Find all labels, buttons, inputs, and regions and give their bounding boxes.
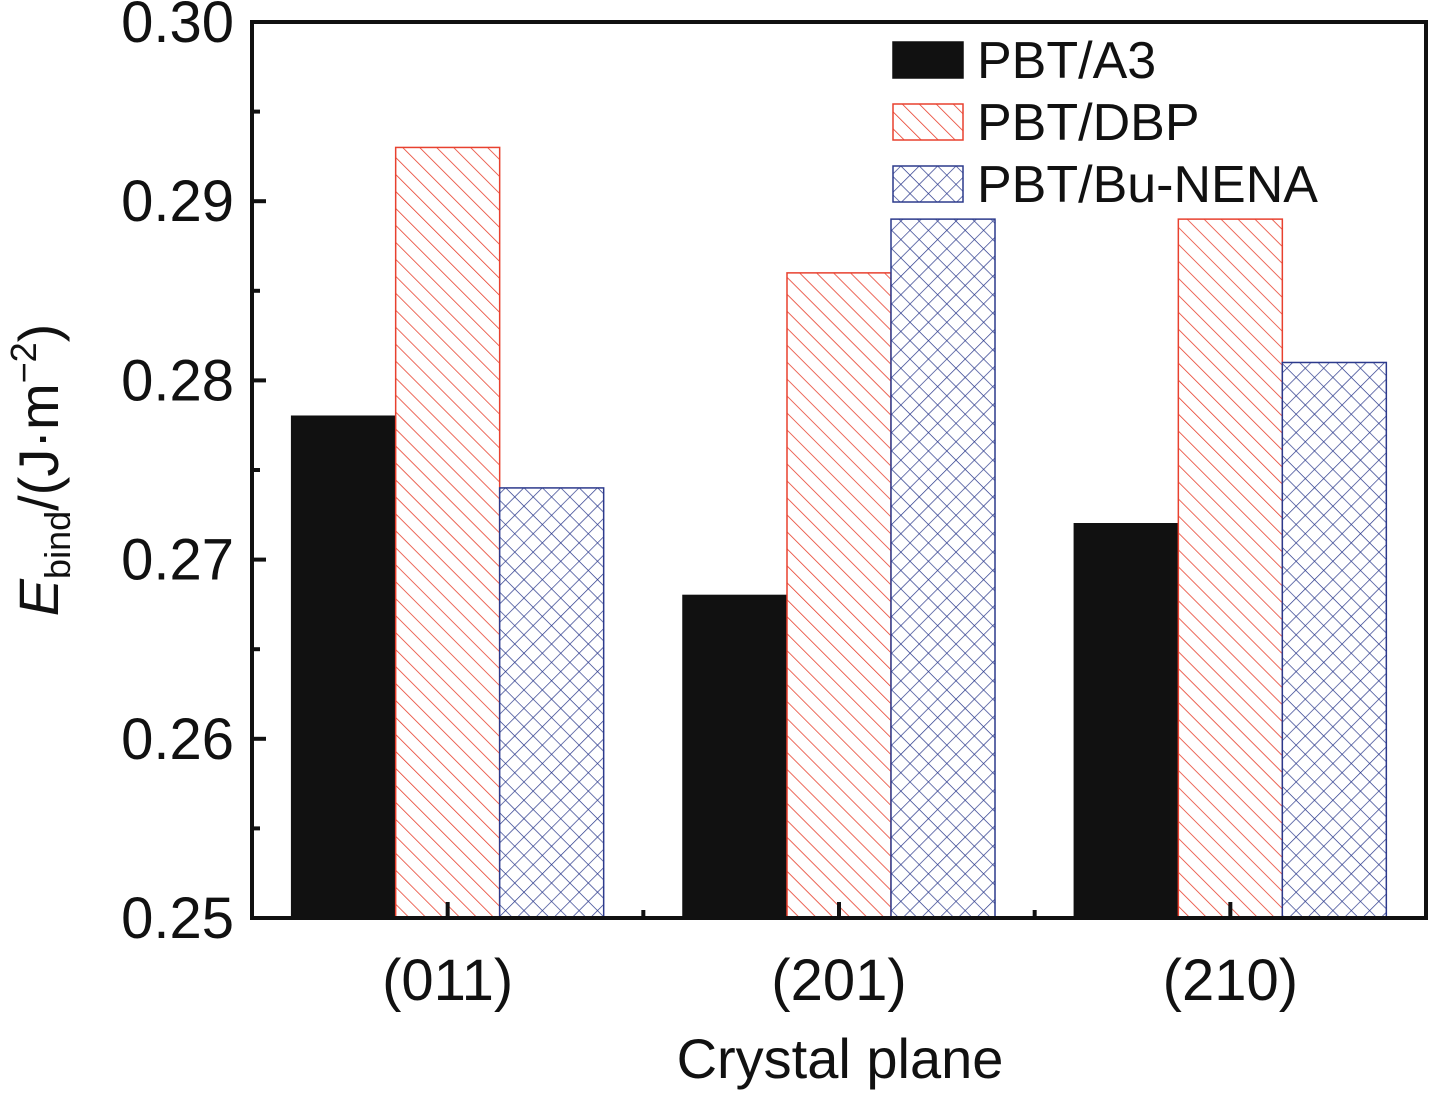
x-tick-label: (011) bbox=[382, 948, 513, 1013]
bar-pbt-bu-nena-1 bbox=[890, 218, 996, 919]
y-axis-exponent: −2 bbox=[3, 342, 44, 383]
x-axis-title: Crystal plane bbox=[677, 1027, 1004, 1090]
legend-label: PBT/DBP bbox=[977, 94, 1200, 152]
y-tick-label: 0.25 bbox=[121, 886, 234, 951]
legend-swatch bbox=[892, 165, 964, 203]
y-axis-title: Ebind/(J·m−2) bbox=[3, 324, 78, 617]
x-tick-label: (210) bbox=[1163, 948, 1298, 1013]
y-axis-unit: /(J·m bbox=[7, 383, 70, 511]
legend-swatch bbox=[892, 41, 964, 79]
legend-label: PBT/Bu-NENA bbox=[977, 156, 1318, 214]
bar-pbt-dbp-1 bbox=[786, 272, 892, 919]
bar-pbt-bu-nena-2 bbox=[1281, 361, 1388, 919]
y-axis: 0.25 0.26 0.27 0.28 0.29 0.30 bbox=[121, 0, 266, 951]
y-tick-label: 0.30 bbox=[121, 0, 234, 55]
bar-pbt-a3-2 bbox=[1073, 523, 1180, 919]
y-tick-label: 0.27 bbox=[121, 528, 234, 593]
y-tick-label: 0.26 bbox=[121, 707, 234, 772]
legend-label: PBT/A3 bbox=[977, 32, 1156, 90]
y-axis-symbol: E bbox=[7, 578, 70, 616]
x-tick-label: (201) bbox=[771, 948, 906, 1013]
bar-pbt-a3-1 bbox=[682, 594, 788, 919]
y-axis-unit-close: ) bbox=[7, 324, 70, 343]
legend-swatch bbox=[892, 103, 964, 141]
bar-pbt-dbp-2 bbox=[1177, 218, 1284, 919]
y-tick-label: 0.28 bbox=[121, 348, 234, 413]
x-axis: (011) (201) (210) bbox=[382, 902, 1298, 1013]
y-tick-label: 0.29 bbox=[121, 169, 234, 234]
bar-pbt-bu-nena-0 bbox=[498, 487, 605, 919]
bar-pbt-dbp-0 bbox=[394, 146, 501, 919]
bars-group bbox=[290, 146, 1388, 919]
y-axis-subscript: bind bbox=[37, 511, 78, 579]
bar-pbt-a3-0 bbox=[290, 415, 397, 919]
